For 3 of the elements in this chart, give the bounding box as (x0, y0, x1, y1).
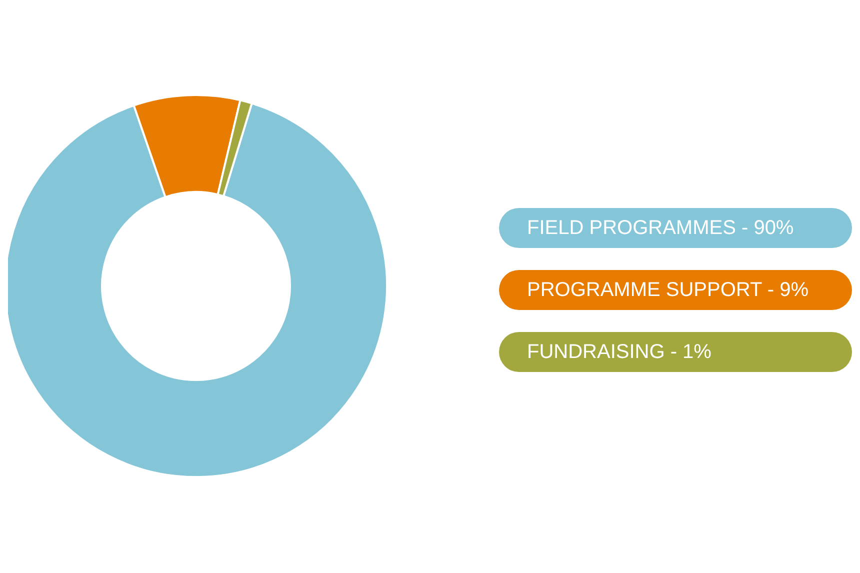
legend-label: FIELD PROGRAMMES - 90% (527, 208, 852, 248)
legend-label: PROGRAMME SUPPORT - 9% (527, 270, 852, 310)
legend-label: FUNDRAISING - 1% (527, 332, 852, 372)
